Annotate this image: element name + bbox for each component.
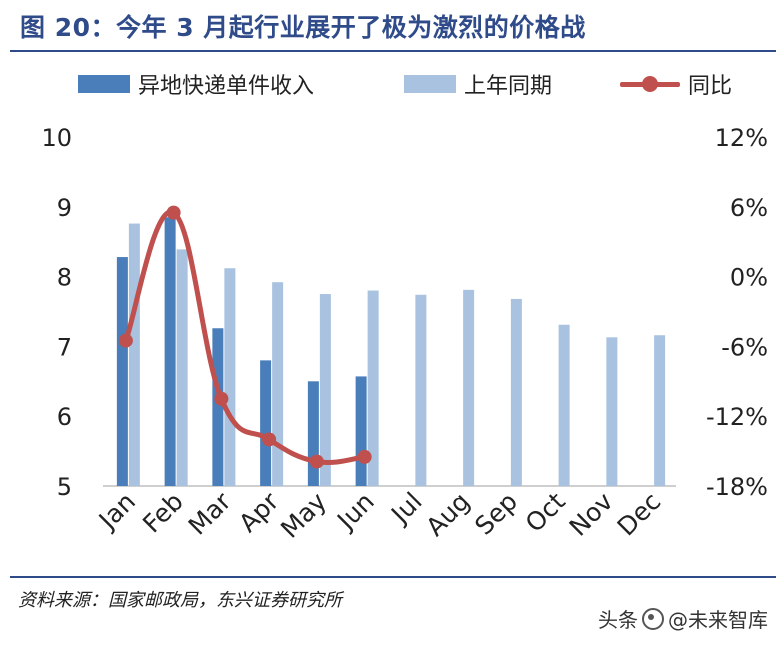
x-tick-label: Apr	[233, 486, 285, 538]
x-tick-label: Sep	[469, 487, 523, 541]
bar-prior-year	[654, 335, 666, 486]
legend-item-prior: 上年同期	[404, 62, 552, 106]
y2-tick-label: 6%	[730, 194, 768, 222]
x-tick-label: Dec	[612, 487, 667, 542]
x-tick-label: Feb	[137, 487, 189, 539]
watermark-logo-icon	[642, 607, 664, 630]
y2-tick-label: -6%	[721, 333, 768, 361]
bar-prior-year	[224, 268, 236, 486]
bar-current	[116, 257, 128, 486]
x-tick-label: Nov	[564, 487, 619, 542]
y2-tick-label: 12%	[715, 124, 768, 152]
point-yoy	[166, 205, 181, 220]
x-tick-label: Jan	[92, 487, 141, 536]
x-tick-label: Jul	[384, 487, 427, 530]
y-tick-label: 5	[57, 473, 72, 501]
title-divider	[10, 50, 776, 52]
point-yoy	[214, 391, 229, 406]
y2-tick-label: -18%	[706, 473, 768, 501]
bar-current	[355, 376, 367, 486]
bar-prior-year	[128, 223, 140, 486]
x-tick-label: Aug	[420, 487, 475, 542]
watermark: 头条 @未来智库	[598, 604, 768, 633]
point-yoy	[262, 432, 277, 447]
point-yoy	[118, 333, 133, 348]
x-tick-label: May	[275, 487, 332, 544]
bar-prior-year	[319, 294, 331, 486]
point-yoy	[357, 449, 372, 464]
bar-prior-year	[176, 249, 188, 486]
legend-label-current: 异地快递单件收入	[138, 74, 315, 99]
legend-label-yoy: 同比	[688, 74, 733, 99]
source-note: 资料来源：国家邮政局，东兴证券研究所	[18, 590, 342, 611]
legend-item-current: 异地快递单件收入	[78, 62, 314, 106]
x-tick-label: Oct	[520, 487, 571, 538]
legend-label-prior: 上年同期	[464, 74, 553, 99]
chart-legend: 异地快递单件收入 上年同期 同比	[0, 62, 784, 106]
figure-title: 图 20：今年 3 月起行业展开了极为激烈的价格战	[20, 13, 586, 42]
bar-prior-year	[415, 294, 427, 486]
bar-current	[212, 328, 224, 486]
y-tick-label: 6	[57, 403, 72, 431]
legend-swatch-current	[78, 75, 130, 93]
legend-swatch-yoy	[620, 74, 680, 94]
x-tick-label: Jun	[330, 487, 380, 537]
bar-current	[164, 217, 176, 486]
y-tick-label: 10	[41, 124, 72, 152]
legend-item-yoy: 同比	[620, 62, 732, 106]
bar-prior-year	[510, 298, 522, 486]
bar-prior-year	[558, 324, 570, 486]
legend-swatch-prior	[404, 75, 456, 93]
y2-tick-label: 0%	[730, 264, 768, 292]
source-divider	[10, 576, 776, 578]
watermark-prefix: 头条	[598, 608, 638, 632]
y-tick-label: 7	[57, 333, 72, 361]
chart-plot: 5 6 7 8 9 10 -18% -12% -6% 0% 6% 12% JanFebMarAprMay…	[41, 124, 768, 544]
bar-prior-year	[463, 289, 475, 486]
x-tick-label: Mar	[183, 486, 237, 540]
y2-tick-label: -12%	[706, 403, 768, 431]
y-tick-label: 9	[57, 194, 72, 222]
watermark-brand: @未来智库	[668, 608, 768, 632]
bar-prior-year	[606, 337, 618, 486]
bar-current	[307, 381, 319, 486]
bar-prior-year	[367, 290, 379, 486]
y-tick-label: 8	[57, 264, 72, 292]
point-yoy	[309, 454, 324, 469]
bar-current	[260, 360, 272, 486]
bar-prior-year	[272, 282, 284, 486]
